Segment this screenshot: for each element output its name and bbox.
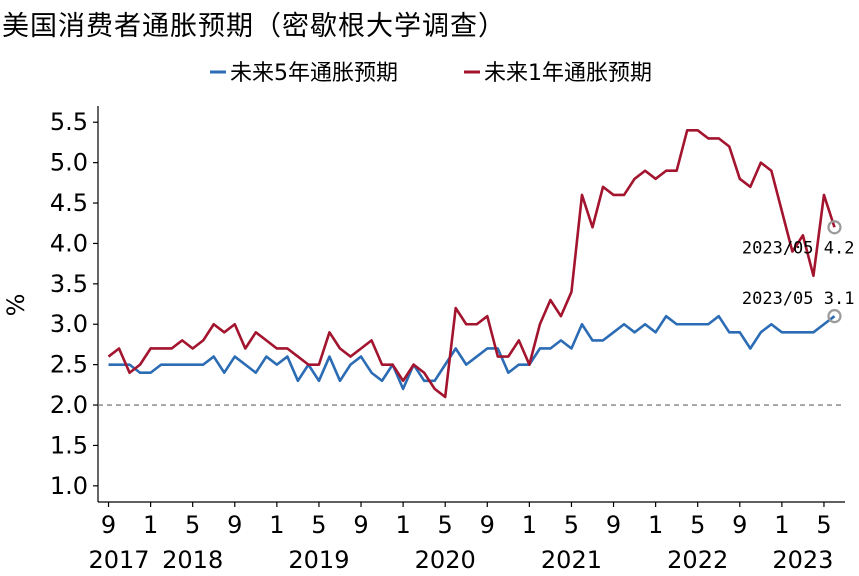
y-tick-label: 1.5 <box>50 431 88 459</box>
x-tick-label: 9 <box>353 511 368 539</box>
annotation-marker <box>827 309 842 324</box>
x-year-label: 2020 <box>415 546 476 574</box>
series-layer <box>107 129 836 399</box>
chart-title: 美国消费者通胀预期（密歇根大学调查） <box>2 11 506 42</box>
x-tick-label: 1 <box>395 511 410 539</box>
x-year-label: 2022 <box>667 546 728 574</box>
x-tick-label: 9 <box>227 511 242 539</box>
x-tick-label: 5 <box>816 511 831 539</box>
y-tick-label: 5.5 <box>50 108 88 136</box>
x-year-label: 2019 <box>288 546 349 574</box>
series-line-1y <box>107 129 836 399</box>
y-tick-label: 4.0 <box>50 229 88 257</box>
x-tick-label: 1 <box>269 511 284 539</box>
annotation-layer: 2023/05 4.2 2023/05 3.1 <box>742 220 855 324</box>
annotation-marker <box>827 220 842 235</box>
annotation-label: 2023/05 3.1 <box>742 289 855 309</box>
x-year-label: 2023 <box>772 546 833 574</box>
annotation-label: 2023/05 4.2 <box>742 238 855 258</box>
y-tick-label: 3.5 <box>50 270 88 298</box>
x-tick-label: 1 <box>522 511 537 539</box>
legend: 未来5年通胀预期 未来1年通胀预期 <box>210 61 652 86</box>
y-tick-label: 3.0 <box>50 310 88 338</box>
x-tick-label: 5 <box>690 511 705 539</box>
y-tick-label: 1.0 <box>50 472 88 500</box>
x-tick-label: 5 <box>564 511 579 539</box>
x-year-label: 2017 <box>89 546 150 574</box>
y-axis-label: % <box>2 294 30 317</box>
x-tick-label: 9 <box>480 511 495 539</box>
x-year-label: 2021 <box>541 546 602 574</box>
x-tick-label: 1 <box>648 511 663 539</box>
x-tick-label: 5 <box>438 511 453 539</box>
x-tick-label: 9 <box>101 511 116 539</box>
x-tick-label: 1 <box>774 511 789 539</box>
x-year-label: 2018 <box>162 546 223 574</box>
legend-label-5y: 未来5年通胀预期 <box>230 61 398 86</box>
x-tick-label: 5 <box>311 511 326 539</box>
y-tick-label: 2.5 <box>50 351 88 379</box>
x-tick-label: 9 <box>606 511 621 539</box>
y-axis: 1.0 1.5 2.0 2.5 3.0 3.5 4.0 4.5 5.0 5.5 <box>50 106 99 502</box>
y-tick-label: 5.0 <box>50 149 88 177</box>
x-tick-label: 9 <box>732 511 747 539</box>
y-tick-label: 2.0 <box>50 391 88 419</box>
y-tick-label: 4.5 <box>50 189 88 217</box>
legend-label-1y: 未来1年通胀预期 <box>484 61 652 86</box>
x-tick-label: 1 <box>143 511 158 539</box>
series-line-5y <box>108 314 836 391</box>
x-tick-label: 5 <box>185 511 200 539</box>
